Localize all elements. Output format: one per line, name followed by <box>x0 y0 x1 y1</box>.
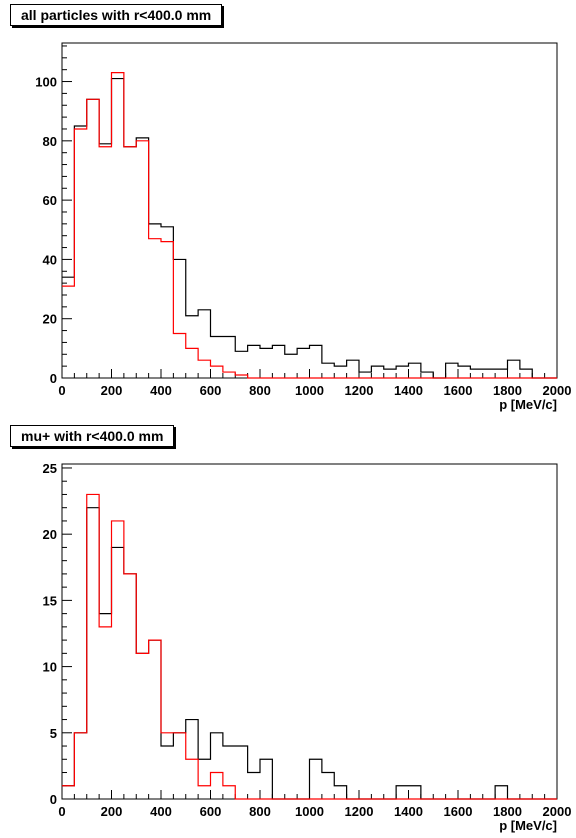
chart-2-histogram: 0 200 400 600 800 1000 1200 1400 1600 1800 2000 0 5 1… <box>43 461 572 833</box>
chart-2-x-tick-label: 1200 <box>345 804 374 819</box>
chart-2-y-tick-label: 0 <box>50 792 57 807</box>
chart-1-x-tick-label: 200 <box>101 383 123 398</box>
chart-2-series-2-histogram <box>62 493 557 800</box>
chart-1-x-tick-label: 1800 <box>493 383 522 398</box>
chart-1-series-2-histogram <box>62 72 557 379</box>
chart-2-x-tick-label: 0 <box>58 804 65 819</box>
chart-2-y-tick-label: 5 <box>50 726 57 741</box>
chart-1-title: all particles with r<400.0 mm <box>10 4 223 26</box>
chart-2-x-tick-label: 600 <box>200 804 222 819</box>
chart-1-x-tick-label: 1200 <box>345 383 374 398</box>
chart-2-y-tick-label: 15 <box>43 593 57 608</box>
chart-1-x-axis-label: p [MeV/c] <box>499 397 557 412</box>
chart-1-x-tick-label: 2000 <box>543 383 572 398</box>
chart-1-y-tick-label: 60 <box>43 193 57 208</box>
chart-1-y-tick-label: 80 <box>43 134 57 149</box>
chart-2-y-tick-label: 10 <box>43 660 57 675</box>
chart-2-x-tick-label: 200 <box>101 804 123 819</box>
chart-2-x-tick-label: 1400 <box>394 804 423 819</box>
chart-1-y-tick-label: 0 <box>50 371 57 386</box>
chart-1-y-tick-label: 100 <box>35 75 57 90</box>
chart-2-x-tick-label: 1600 <box>444 804 473 819</box>
chart-2-x-tick-label: 2000 <box>543 804 572 819</box>
chart-2-title: mu+ with r<400.0 mm <box>10 425 175 447</box>
chart-1-y-tick-label: 40 <box>43 252 57 267</box>
chart-1-x-tick-label: 1600 <box>444 383 473 398</box>
chart-1-x-tick-label: 1400 <box>394 383 423 398</box>
chart-1-y-tick-label: 20 <box>43 312 57 327</box>
chart-1-x-tick-label: 0 <box>58 383 65 398</box>
chart-2-x-tick-label: 1800 <box>493 804 522 819</box>
chart-2-x-tick-label: 400 <box>150 804 172 819</box>
chart-1-x-tick-label: 800 <box>249 383 271 398</box>
chart-2-y-tick-label: 20 <box>43 527 57 542</box>
chart-2-x-axis-label: p [MeV/c] <box>499 818 557 833</box>
chart-2-y-tick-label: 25 <box>43 461 57 476</box>
chart-1-histogram: 0 200 400 600 800 1000 1200 1400 1600 1800 2000 0 20… <box>35 42 572 412</box>
chart-1-series-1-histogram <box>62 77 557 379</box>
chart-2-x-tick-label: 1000 <box>295 804 324 819</box>
chart-1-x-tick-label: 400 <box>150 383 172 398</box>
chart-1-x-tick-label: 600 <box>200 383 222 398</box>
chart-2-x-tick-label: 800 <box>249 804 271 819</box>
chart-1-x-tick-label: 1000 <box>295 383 324 398</box>
chart-1-plot-frame <box>61 42 558 379</box>
